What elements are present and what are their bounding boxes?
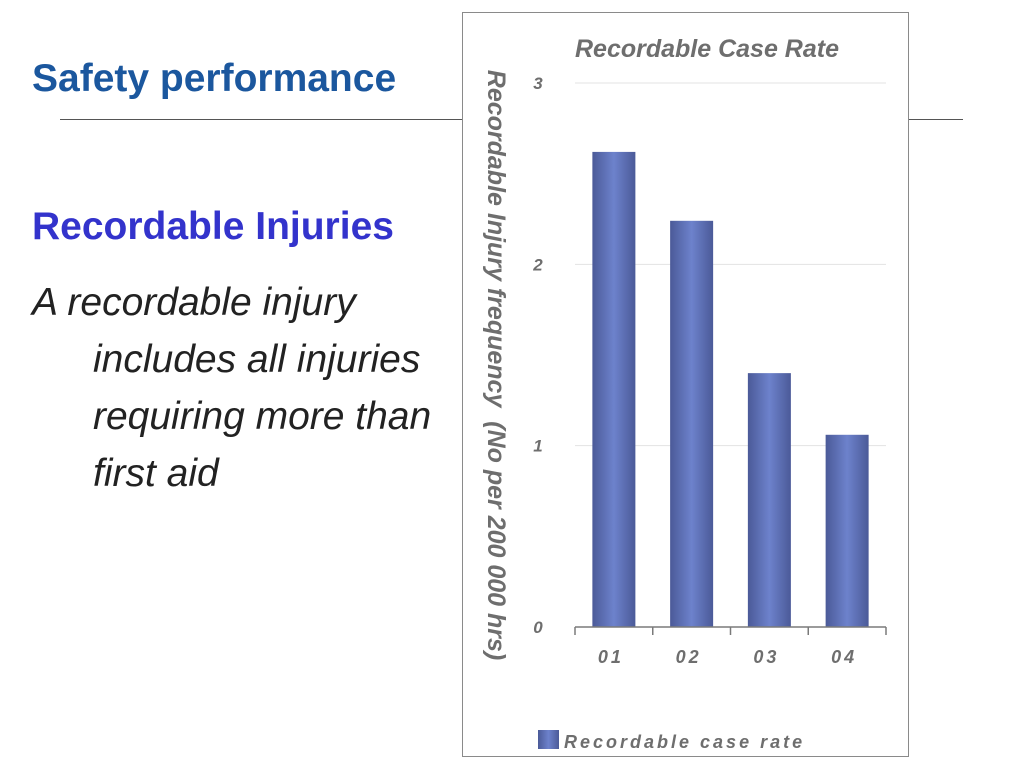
recordable-case-rate-chart: Recordable Case Rate Recordable Injury f… [482, 35, 887, 752]
bar-04 [825, 434, 869, 627]
x-tick-label: 03 [753, 647, 779, 667]
body-line: A recordable injury [32, 281, 356, 324]
x-tick-label: 02 [676, 647, 702, 667]
legend-label: Recordable case rate [564, 732, 805, 752]
x-tick-label: 01 [598, 647, 624, 667]
slide-title: Safety performance [32, 57, 397, 100]
chart-title: Recordable Case Rate [575, 35, 839, 63]
x-tick-label: 04 [831, 647, 857, 667]
body-line: includes all injuries [93, 338, 421, 381]
bar-02 [670, 220, 714, 627]
bars [592, 151, 869, 627]
y-tick-labels: 0 1 2 3 [532, 74, 543, 637]
body-line: requiring more than [93, 395, 432, 438]
legend-swatch [538, 730, 559, 749]
y-tick-label: 1 [533, 437, 542, 456]
x-axis [574, 626, 887, 635]
y-axis-label: Recordable Injury frequency (No per 200 … [482, 70, 510, 660]
bar-03 [747, 373, 791, 627]
body-paragraph: A recordable injury includes all injurie… [32, 274, 431, 502]
x-tick-labels: 01 02 03 04 [598, 647, 857, 667]
body-line: first aid [93, 452, 219, 495]
y-tick-label: 2 [532, 255, 543, 274]
legend: Recordable case rate [538, 730, 805, 752]
y-tick-label: 3 [533, 74, 543, 93]
section-heading: Recordable Injuries [32, 205, 394, 248]
y-tick-label: 0 [533, 618, 543, 637]
bar-01 [592, 151, 636, 627]
